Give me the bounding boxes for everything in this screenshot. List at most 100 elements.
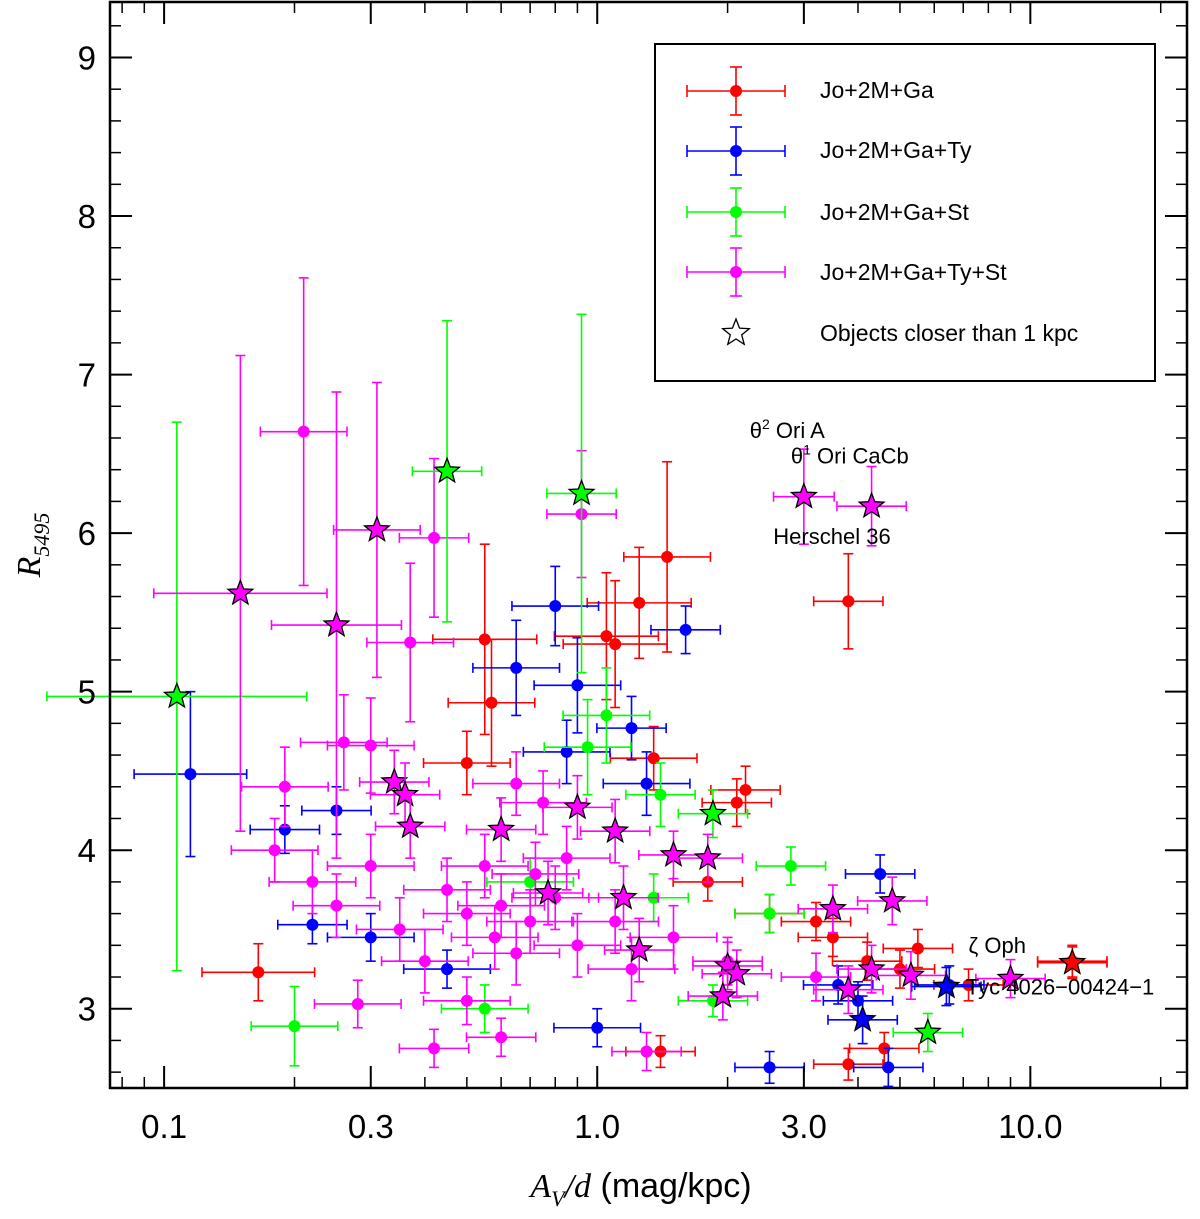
star-marker	[932, 971, 961, 999]
data-point-jo-2m-ga	[882, 928, 954, 969]
point-marker	[571, 939, 584, 952]
x-tick-label: 0.1	[141, 1108, 187, 1145]
data-point-jo-2m-ga	[780, 901, 852, 942]
star-marker	[625, 935, 654, 963]
data-point-jo-2m-ga-ty-st	[629, 904, 718, 970]
point-marker	[640, 1045, 653, 1058]
point-marker	[510, 777, 523, 790]
data-point-jo-2m-ga	[710, 765, 781, 815]
legend-label-objects-closer: Objects closer than 1 kpc	[820, 320, 1078, 346]
annotation-text: Ori A	[770, 418, 825, 443]
point-marker	[661, 550, 674, 563]
annotation-text: Ori CaCb	[811, 443, 909, 468]
point-marker	[625, 963, 638, 976]
y-tick-label: 8	[78, 198, 96, 235]
legend-label-jo-2m-ga-ty: Jo+2M+Ga+Ty	[820, 137, 972, 163]
data-point-jo-2m-ga-ty-st	[422, 976, 511, 1026]
data-point-jo-2m-ga-st	[250, 985, 339, 1067]
data-point-jo-2m-ga-ty-st	[780, 952, 852, 1002]
data-point-jo-2m-ga	[623, 460, 712, 653]
star-marker	[848, 1004, 877, 1032]
point-marker	[882, 1061, 895, 1074]
data-point-jo-2m-ga-ty	[522, 719, 611, 785]
y-tick-label: 4	[78, 832, 96, 869]
star-marker	[322, 610, 351, 638]
data-point-jo-2m-ga-ty-st	[268, 849, 357, 915]
point-marker	[810, 915, 823, 928]
y-tick-label: 5	[78, 674, 96, 711]
star-marker	[789, 481, 818, 509]
data-point-jo-2m-ga-ty-st	[571, 889, 660, 955]
legend-dot	[730, 145, 742, 157]
point-marker	[560, 852, 573, 865]
star-marker	[857, 491, 886, 519]
point-marker	[826, 931, 839, 944]
data-point-jo-2m-ga-ty-st	[611, 1031, 683, 1072]
nearby-object-star	[579, 798, 651, 864]
annotation-superscript: 2	[762, 416, 770, 432]
y-tick-label: 7	[78, 357, 96, 394]
point-marker	[364, 739, 377, 752]
y-tick-label: 9	[78, 39, 96, 76]
legend-marker	[686, 66, 786, 116]
star-marker	[1058, 947, 1087, 975]
data-point-jo-2m-ga-ty-st	[422, 881, 511, 947]
nearby-object-star	[975, 958, 1046, 999]
point-marker	[581, 741, 594, 754]
point-marker	[679, 623, 692, 636]
y-title-sub: 5495	[29, 513, 54, 557]
nearby-object-star	[910, 966, 982, 1007]
annotation-tyc: Tyc 4026−00424−1	[966, 974, 1154, 999]
x-tick-label: 0.3	[348, 1108, 394, 1145]
axes: 0.1 0.3 1.0 3.0 10.0 3 4 5 6 7 8 9	[78, 2, 1187, 1145]
star-marker	[226, 578, 255, 606]
star-marker	[362, 515, 392, 542]
point-marker	[478, 1002, 491, 1015]
legend-dot	[730, 85, 742, 97]
star-marker	[533, 878, 563, 905]
point-marker	[874, 867, 887, 880]
annotation-symbol: θ	[791, 443, 803, 468]
legend-markers	[686, 66, 786, 346]
data-point-jo-2m-ga-st	[734, 893, 806, 934]
star-marker	[601, 816, 630, 844]
nearby-object-star	[332, 381, 422, 679]
nearby-object-star	[892, 1012, 964, 1053]
data-point-jo-2m-ga	[447, 638, 536, 767]
point-marker	[428, 531, 441, 544]
nearby-object-star	[541, 774, 613, 840]
point-marker	[640, 777, 653, 790]
star-marker	[896, 960, 926, 988]
data-point-jo-2m-ga-ty-st	[326, 697, 415, 794]
point-marker	[842, 595, 855, 608]
star-marker	[834, 974, 863, 1002]
point-marker	[297, 425, 310, 438]
point-marker	[441, 963, 454, 976]
star-marker	[913, 1017, 942, 1045]
point-marker	[460, 994, 473, 1007]
point-marker	[730, 796, 743, 809]
legend: Jo+2M+Ga Jo+2M+Ga+Ty Jo+2M+Ga+St Jo+2M+G…	[654, 43, 1156, 382]
data-point-jo-2m-ga-ty	[133, 690, 248, 858]
star-marker	[818, 894, 847, 921]
data-point-jo-2m-ga	[586, 546, 692, 660]
x-tick-label: 1.0	[574, 1108, 620, 1145]
point-marker	[460, 907, 473, 920]
annotation-zeta: ζ Oph	[969, 933, 1026, 958]
data-point-jo-2m-ga-ty-st	[486, 889, 575, 955]
nearby-object-star	[512, 860, 584, 926]
point-marker	[364, 860, 377, 873]
data-point-jo-2m-ga-ty	[650, 605, 722, 655]
data-point-jo-2m-ga-ty-st	[402, 857, 492, 923]
point-marker	[510, 947, 523, 960]
legend-label-jo-2m-ga-st: Jo+2M+Ga+St	[820, 199, 970, 225]
point-marker	[364, 931, 377, 944]
data-point-jo-2m-ga-ty-st	[491, 841, 580, 907]
data-point-jo-2m-ga-ty	[553, 1007, 642, 1048]
point-marker	[418, 955, 431, 968]
nearby-object-star	[465, 797, 537, 863]
data-point-jo-2m-ga-st	[440, 984, 529, 1034]
data-point-jo-2m-ga-ty-st	[465, 1017, 537, 1058]
point-marker	[810, 971, 823, 984]
